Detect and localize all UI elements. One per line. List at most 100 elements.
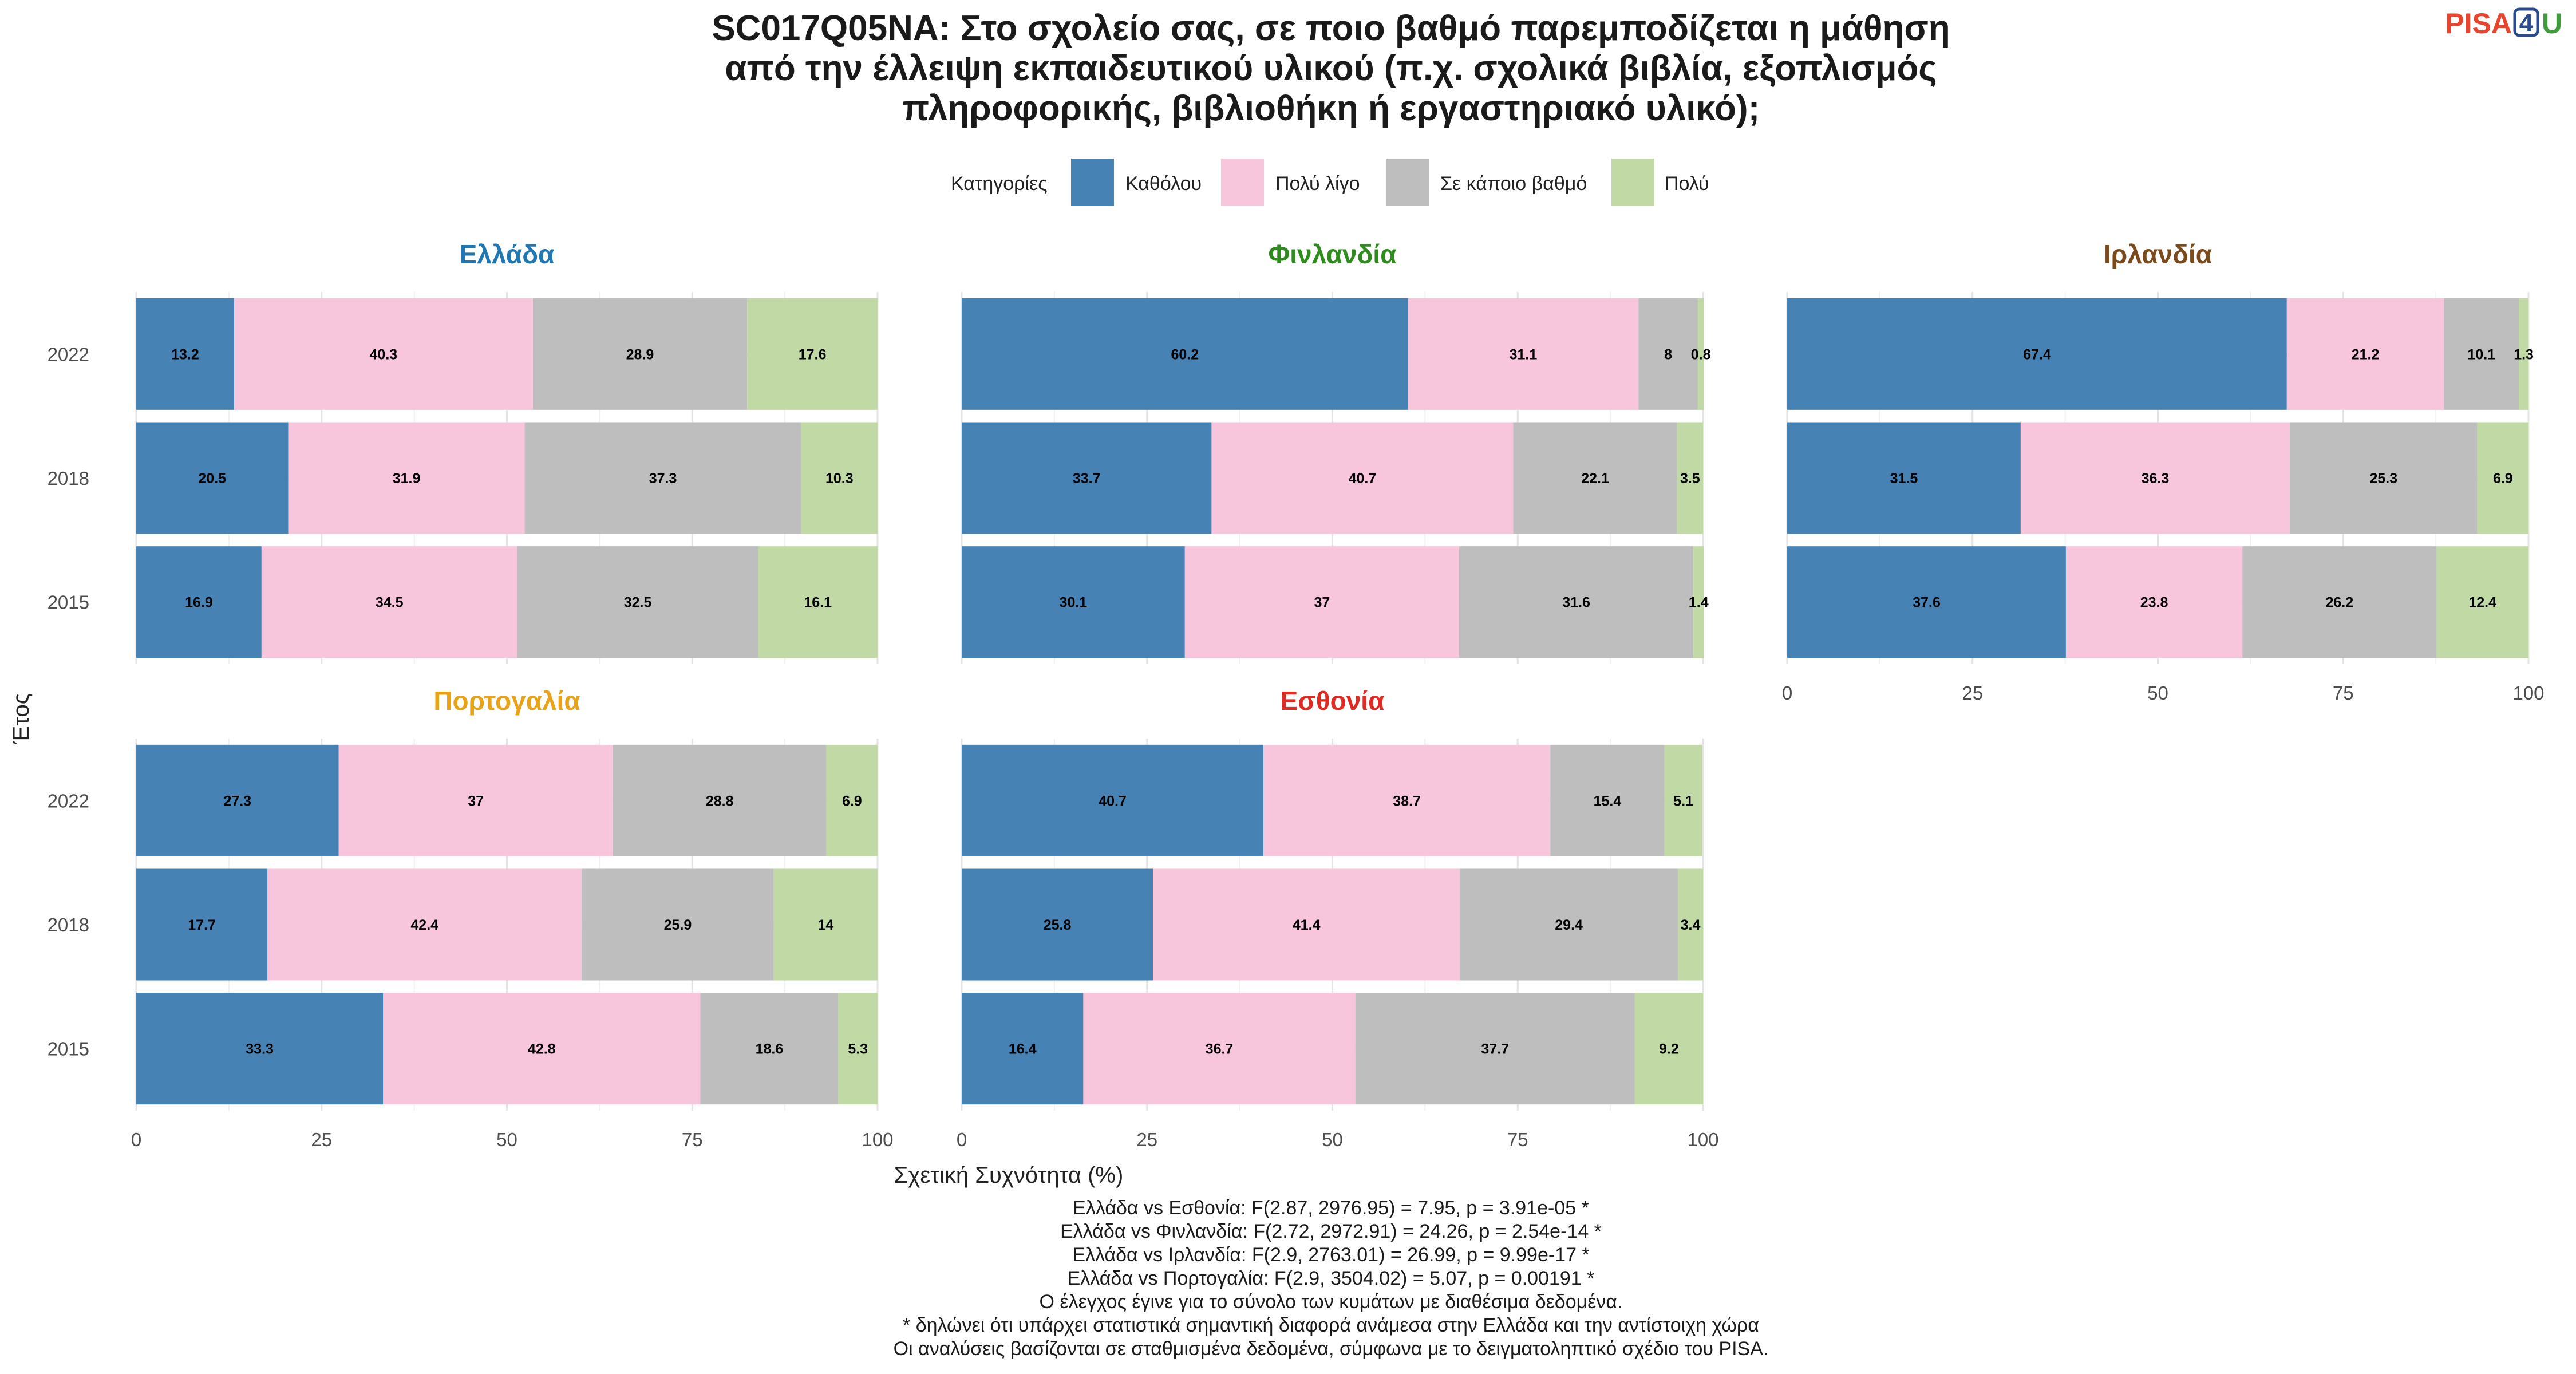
bar-segment-2022-σε-κάποιο-βαθμό	[1638, 298, 1698, 410]
bar-segment-2018-πολύ	[801, 422, 878, 534]
bar-value-label: 22.1	[1581, 471, 1609, 487]
x-tick-label: 75	[682, 1129, 703, 1150]
logo-u-text: U	[2542, 7, 2562, 40]
legend-swatch-se-kapoio	[1386, 159, 1429, 206]
panel-εσθονία: Εσθονία 40.7 38.7 15.4 5.1 25.8 41.4 29.4 3.4 16.…	[957, 686, 1719, 1150]
bar-segment-2015-καθόλου	[136, 546, 262, 658]
note-line-5: Ο έλεγχος έγινε για το σύνολο των κυμάτω…	[1040, 1291, 1623, 1313]
bar-segment-2022-καθόλου	[136, 744, 339, 856]
bar-value-label: 0.8	[1691, 346, 1711, 362]
bar-segment-2015-σε-κάποιο-βαθμό	[1459, 546, 1694, 658]
bar-value-label: 34.5	[376, 595, 404, 611]
note-line-3: Ελλάδα vs Ιρλανδία: F(2.9, 2763.01) = 26…	[1072, 1244, 1589, 1266]
bar-value-label: 10.1	[2467, 346, 2495, 362]
legend-swatch-poly-ligo	[1221, 159, 1264, 206]
y-tick-label: 2015	[48, 592, 89, 613]
bar-segment-2015-πολύ-λίγο	[1184, 546, 1459, 658]
bar-segment-2018-σε-κάποιο-βαθμό	[582, 868, 774, 981]
bar-value-label: 42.8	[528, 1041, 556, 1057]
bar-value-label: 23.8	[2140, 595, 2168, 611]
bar-value-label: 17.6	[799, 346, 827, 362]
bar-segment-2018-πολύ-λίγο	[1153, 868, 1460, 981]
bar-segment-2015-πολύ-λίγο	[261, 546, 517, 658]
panel-title: Εσθονία	[1281, 686, 1385, 716]
x-tick-label: 100	[2512, 682, 2544, 704]
legend-swatch-kathlou	[1071, 159, 1114, 206]
bar-segment-2015-πολύ-λίγο	[383, 993, 701, 1105]
bar-segment-2015-καθόλου	[962, 993, 1084, 1105]
bar-segment-2015-πολύ	[838, 993, 878, 1105]
bar-value-label: 16.9	[185, 595, 213, 611]
bar-segment-2018-πολύ-λίγο	[288, 422, 525, 534]
panel-title: Ελλάδα	[460, 239, 555, 269]
bar-segment-2022-πολύ-λίγο	[1263, 744, 1551, 856]
bar-value-label: 1.3	[2514, 346, 2534, 362]
bar-value-label: 33.3	[246, 1041, 274, 1057]
bar-value-label: 37.6	[1913, 595, 1941, 611]
bar-segment-2015-σε-κάποιο-βαθμό	[1355, 993, 1635, 1105]
bar-value-label: 5.3	[848, 1041, 868, 1057]
bar-value-label: 36.7	[1206, 1041, 1234, 1057]
logo-four-box	[2513, 7, 2539, 37]
bar-value-label: 5.1	[1673, 793, 1693, 809]
x-tick-label: 50	[1322, 1129, 1343, 1150]
logo-pisa-text: PISA	[2445, 7, 2512, 40]
bar-segment-2015-καθόλου	[962, 546, 1185, 658]
bar-value-label: 41.4	[1293, 917, 1321, 933]
bar-value-label: 33.7	[1073, 471, 1101, 487]
bar-segment-2015-καθόλου	[136, 993, 384, 1105]
bar-segment-2018-πολύ	[1677, 422, 1703, 534]
x-tick-label: 100	[1687, 1129, 1718, 1150]
bar-value-label: 25.3	[2369, 471, 2397, 487]
panel-title: Ιρλανδία	[2104, 239, 2212, 269]
bar-segment-2022-σε-κάποιο-βαθμό	[532, 298, 748, 410]
panel-title: Πορτογαλία	[433, 686, 580, 716]
legend-label-kathlou: Καθόλου	[1125, 173, 1202, 195]
y-tick-label: 2018	[48, 914, 89, 935]
bar-segment-2022-σε-κάποιο-βαθμό	[613, 744, 827, 856]
bar-segment-2022-πολύ	[1697, 298, 1704, 410]
bar-segment-2018-πολύ-λίγο	[2020, 422, 2290, 534]
x-tick-label: 75	[2333, 682, 2354, 704]
x-tick-label: 75	[1507, 1129, 1528, 1150]
y-tick-label: 2018	[48, 468, 89, 489]
bar-value-label: 21.2	[2352, 346, 2380, 362]
bar-segment-2015-καθόλου	[1787, 546, 2066, 658]
bar-segment-2018-πολύ	[1677, 868, 1703, 981]
x-axis-title: Σχετική Συχνότητα (%)	[894, 1163, 1124, 1188]
bar-segment-2018-πολύ	[2477, 422, 2528, 534]
bar-value-label: 18.6	[756, 1041, 784, 1057]
bar-segment-2022-πολύ-λίγο	[234, 298, 533, 410]
panel-title: Φινλανδία	[1269, 239, 1397, 269]
x-tick-label: 0	[131, 1129, 141, 1150]
bar-value-label: 28.9	[626, 346, 654, 362]
bar-segment-2022-πολύ-λίγο	[338, 744, 613, 856]
bar-value-label: 37.3	[649, 471, 677, 487]
bar-value-label: 31.6	[1562, 595, 1590, 611]
legend-label-se-kapoio: Σε κάποιο βαθμό	[1440, 173, 1587, 195]
x-tick-label: 0	[1782, 682, 1792, 704]
legend-swatch-poly	[1611, 159, 1654, 206]
bar-segment-2022-πολύ-λίγο	[2286, 298, 2444, 410]
legend-label-poly: Πολύ	[1665, 173, 1709, 195]
bar-segment-2015-σε-κάποιο-βαθμό	[700, 993, 839, 1105]
x-tick-label: 25	[1136, 1129, 1157, 1150]
bar-segment-2022-καθόλου	[962, 744, 1264, 856]
bar-segment-2018-καθόλου	[1787, 422, 2021, 534]
bar-segment-2015-πολύ-λίγο	[2065, 546, 2243, 658]
x-tick-label: 50	[2147, 682, 2168, 704]
bar-value-label: 32.5	[624, 595, 652, 611]
bar-segment-2018-καθόλου	[136, 868, 268, 981]
x-tick-label: 50	[496, 1129, 517, 1150]
bar-segment-2022-καθόλου	[1787, 298, 2287, 410]
bar-value-label: 12.4	[2468, 595, 2496, 611]
statistical-notes: Ελλάδα vs Εσθονία: F(2.87, 2976.95) = 7.…	[894, 1197, 1769, 1360]
bar-segment-2022-σε-κάποιο-βαθμό	[2444, 298, 2519, 410]
bar-value-label: 16.4	[1009, 1041, 1037, 1057]
bar-value-label: 10.3	[825, 471, 854, 487]
bar-value-label: 14	[817, 917, 833, 933]
bar-value-label: 16.1	[804, 595, 832, 611]
title-line-3: πληροφορικής, βιβλιοθήκη ή εργαστηριακό …	[902, 89, 1760, 128]
bar-value-label: 42.4	[410, 917, 438, 933]
